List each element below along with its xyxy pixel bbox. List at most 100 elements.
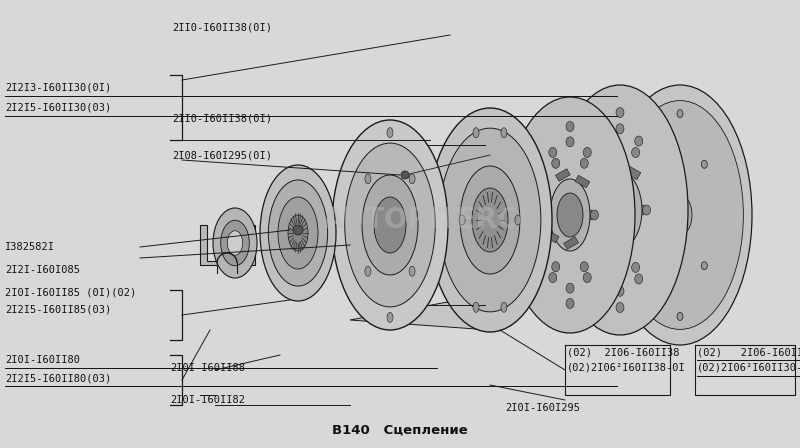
Bar (544, 230, 559, 243)
Ellipse shape (332, 120, 448, 330)
Ellipse shape (550, 179, 590, 251)
Ellipse shape (634, 274, 642, 284)
Ellipse shape (459, 215, 465, 225)
Ellipse shape (552, 158, 560, 168)
Ellipse shape (552, 85, 688, 335)
Ellipse shape (515, 215, 521, 225)
Text: 2I08-I60I295(0I): 2I08-I60I295(0I) (172, 150, 272, 160)
Text: 2II0-I60II38(0I): 2II0-I60II38(0I) (172, 23, 272, 33)
Ellipse shape (552, 262, 560, 272)
Ellipse shape (566, 121, 574, 132)
Bar (625, 166, 641, 180)
Ellipse shape (221, 220, 250, 266)
Text: (02)   2I06-I60II30: (02) 2I06-I60II30 (697, 347, 800, 357)
Ellipse shape (549, 147, 557, 157)
Bar (575, 175, 590, 188)
Ellipse shape (293, 225, 303, 235)
Ellipse shape (227, 231, 242, 255)
Bar (591, 226, 607, 240)
Bar (564, 237, 578, 249)
Text: 2II0-I60II38(0I): 2II0-I60II38(0I) (172, 113, 272, 123)
Ellipse shape (362, 175, 418, 275)
Ellipse shape (439, 128, 541, 312)
Ellipse shape (387, 312, 393, 323)
Bar (555, 169, 570, 181)
Ellipse shape (616, 108, 624, 117)
Ellipse shape (557, 193, 583, 237)
Ellipse shape (260, 165, 336, 301)
Text: 2I0I-I60II82: 2I0I-I60II82 (170, 395, 245, 405)
Text: B140   Сцепление: B140 Сцепление (332, 423, 468, 436)
Ellipse shape (702, 262, 707, 270)
Ellipse shape (617, 101, 743, 329)
Ellipse shape (634, 136, 642, 146)
Ellipse shape (501, 128, 507, 138)
Ellipse shape (472, 188, 508, 252)
Ellipse shape (580, 262, 588, 272)
Ellipse shape (374, 197, 406, 253)
Ellipse shape (365, 174, 371, 184)
Ellipse shape (566, 283, 574, 293)
Ellipse shape (590, 210, 598, 220)
Ellipse shape (345, 143, 435, 307)
Ellipse shape (616, 302, 624, 313)
Ellipse shape (598, 274, 606, 284)
Ellipse shape (473, 302, 479, 312)
Ellipse shape (268, 180, 328, 286)
Text: 2I2I5-I60II30(03): 2I2I5-I60II30(03) (5, 103, 111, 113)
Ellipse shape (606, 186, 634, 234)
Ellipse shape (668, 195, 692, 235)
Polygon shape (350, 285, 540, 330)
Ellipse shape (428, 108, 552, 332)
Text: 2I0I-I60II88: 2I0I-I60II88 (170, 363, 245, 373)
Ellipse shape (546, 210, 554, 220)
Ellipse shape (653, 160, 658, 168)
Text: 2I0I-I60II85 (0I)(02): 2I0I-I60II85 (0I)(02) (5, 287, 136, 297)
Ellipse shape (387, 128, 393, 138)
Ellipse shape (580, 158, 588, 168)
Ellipse shape (460, 166, 520, 274)
Text: 2I2I-I60I085: 2I2I-I60I085 (5, 265, 80, 275)
Ellipse shape (590, 205, 598, 215)
Ellipse shape (642, 205, 650, 215)
Ellipse shape (616, 286, 624, 296)
Ellipse shape (653, 262, 658, 270)
Text: (02)2I06²I60II30-0I: (02)2I06²I60II30-0I (697, 363, 800, 373)
Ellipse shape (549, 272, 557, 283)
Ellipse shape (598, 172, 642, 248)
Text: (02)  2I06-I60II38: (02) 2I06-I60II38 (567, 347, 679, 357)
Ellipse shape (600, 263, 608, 272)
Bar (613, 233, 629, 247)
Ellipse shape (702, 160, 707, 168)
Text: 2I2I5-I60II85(03): 2I2I5-I60II85(03) (5, 305, 111, 315)
Ellipse shape (598, 136, 606, 146)
Ellipse shape (365, 266, 371, 276)
Ellipse shape (583, 272, 591, 283)
Ellipse shape (616, 124, 624, 134)
Ellipse shape (583, 147, 591, 157)
Ellipse shape (542, 210, 550, 220)
Ellipse shape (677, 312, 683, 320)
Ellipse shape (600, 147, 608, 158)
Ellipse shape (632, 147, 640, 158)
Ellipse shape (288, 215, 308, 251)
Text: 2I2I5-I60II80(03): 2I2I5-I60II80(03) (5, 373, 111, 383)
Bar (603, 159, 619, 172)
Ellipse shape (501, 302, 507, 312)
Polygon shape (200, 225, 255, 265)
Ellipse shape (213, 208, 257, 278)
Ellipse shape (586, 210, 594, 220)
Ellipse shape (566, 137, 574, 147)
Ellipse shape (473, 128, 479, 138)
Text: 2I0I-I60II80: 2I0I-I60II80 (5, 355, 80, 365)
Text: 2I2I3-I60II30(0I): 2I2I3-I60II30(0I) (5, 83, 111, 93)
Ellipse shape (632, 263, 640, 272)
Ellipse shape (505, 97, 635, 333)
Ellipse shape (278, 197, 318, 269)
Ellipse shape (566, 298, 574, 309)
Text: AUTOPITERCE: AUTOPITERCE (323, 206, 537, 234)
Ellipse shape (594, 205, 602, 215)
Ellipse shape (638, 205, 646, 215)
Ellipse shape (409, 174, 415, 184)
Ellipse shape (677, 110, 683, 117)
